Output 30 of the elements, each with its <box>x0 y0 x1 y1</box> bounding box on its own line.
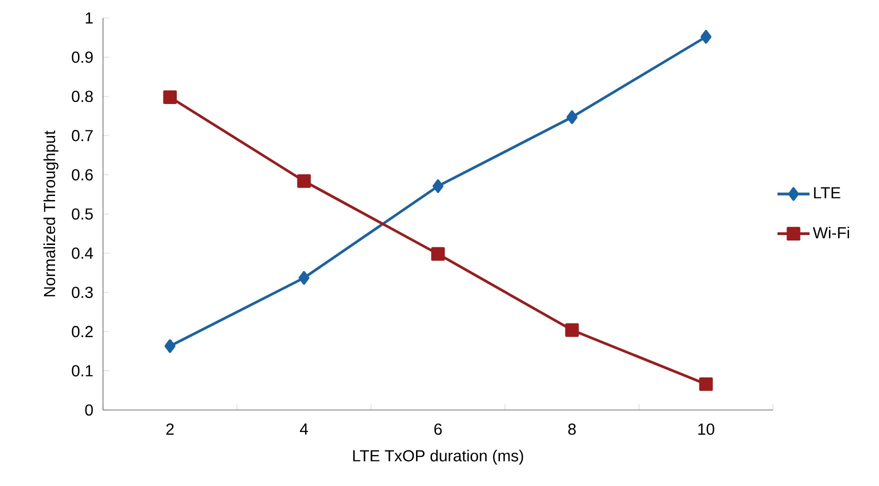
y-tick-label: 0.4 <box>72 248 93 259</box>
y-tick-label: 0.8 <box>72 90 93 102</box>
y-tick-label: 0.9 <box>72 52 93 63</box>
legend-label: Wi-Fi <box>812 226 850 238</box>
point <box>700 30 712 44</box>
x-tick-label: 8 <box>568 424 576 435</box>
point <box>297 174 311 188</box>
x-tick-label: 10 <box>698 424 714 435</box>
y-tick-label: 0.5 <box>72 208 93 220</box>
point <box>298 271 310 285</box>
point <box>565 323 579 337</box>
point <box>566 110 578 124</box>
x-tick-label: 2 <box>166 424 174 435</box>
x-axis-title: LTE TxOP duration (ms) <box>353 450 524 465</box>
x-tick-label: 4 <box>300 424 308 435</box>
point <box>699 377 713 391</box>
y-tick-label: 0.6 <box>72 169 93 180</box>
y-tick-label: 0.1 <box>72 365 93 376</box>
legend-label: LTE <box>814 187 840 198</box>
y-tick-label: 0 <box>85 404 93 416</box>
y-tick-label: 0.2 <box>72 326 93 338</box>
y-tick-label: 1 <box>86 12 93 24</box>
point <box>431 247 445 261</box>
y-tick-label: 0.7 <box>72 130 93 142</box>
point <box>432 179 444 193</box>
y-axis-title: Normalized Throughput <box>43 130 58 296</box>
x-tick-label: 6 <box>434 424 442 435</box>
point <box>164 339 176 353</box>
point <box>163 90 177 104</box>
y-tick-label: 0.3 <box>72 286 93 298</box>
